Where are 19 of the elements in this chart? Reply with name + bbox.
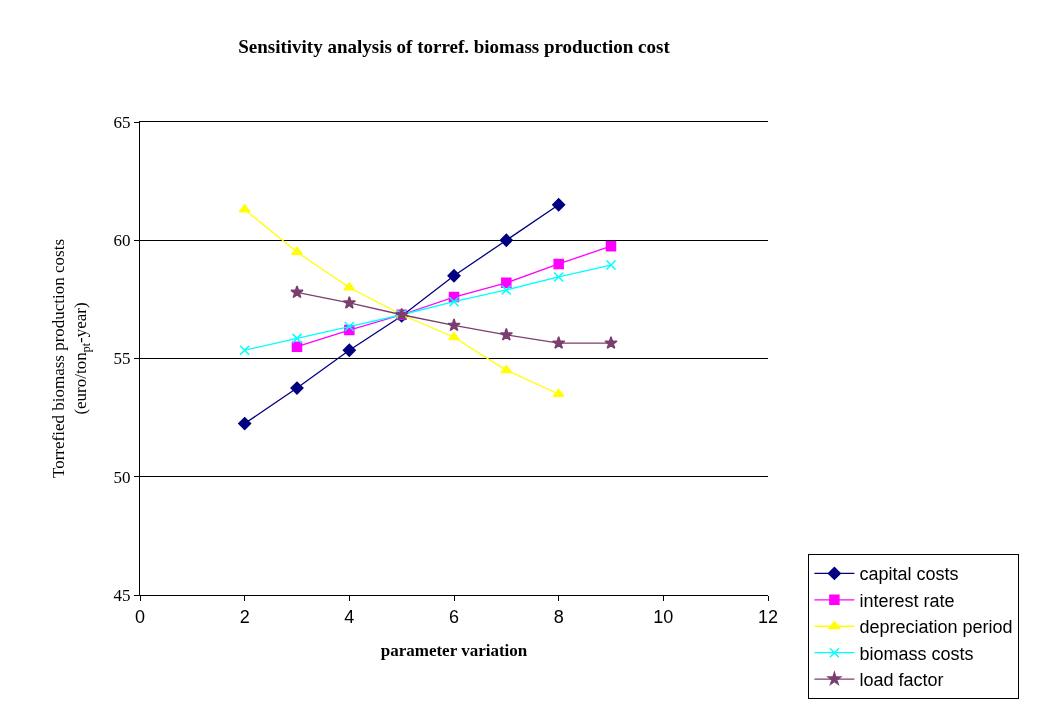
x-tick-label: 0 [134,606,146,627]
x-axis-title: parameter variation [380,641,528,661]
chart-title: Sensitivity analysis of torref. biomass production cost [238,35,671,57]
y-tick-label: 50 [113,467,131,487]
x-tick-label: 2 [239,606,250,627]
y-tick-label: 55 [113,349,131,369]
x-tick-label: 10 [653,606,674,627]
x-tick-label: 8 [553,606,564,627]
y-tick-label: 45 [113,585,131,605]
legend-label: load factor [859,670,944,691]
legend-label: biomass costs [859,643,974,664]
y-tick-label: 60 [113,231,131,251]
x-tick-label: 6 [448,606,460,627]
y-tick-label: 65 [113,112,131,132]
legend-label: interest rate [859,590,955,611]
x-tick-label: 4 [344,606,355,627]
legend-label: depreciation period [859,617,1013,638]
legend-label: capital costs [859,564,959,585]
x-tick-label: 12 [757,606,779,627]
